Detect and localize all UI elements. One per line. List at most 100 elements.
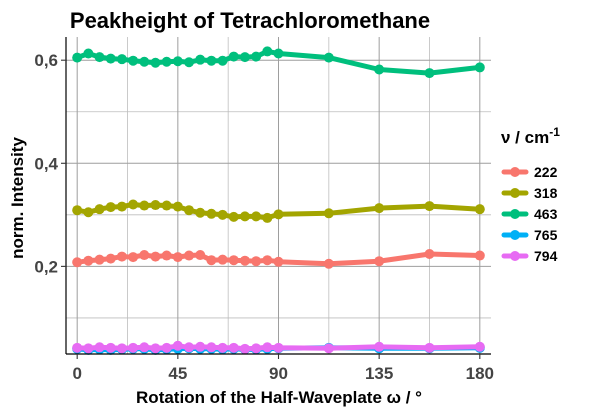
legend-label: 765: [534, 227, 558, 243]
data-point: [116, 251, 127, 262]
data-point: [262, 212, 273, 223]
data-point: [474, 204, 485, 215]
x-axis-title: Rotation of the Half-Waveplate ω / °: [136, 388, 422, 407]
legend-title: ν / cm-1: [501, 125, 560, 147]
y-tick-label: 0,6: [34, 51, 58, 70]
legend-swatch-point: [510, 251, 520, 261]
x-tick-label: 0: [72, 364, 81, 383]
data-point: [72, 52, 83, 63]
data-point: [184, 250, 195, 261]
data-point: [172, 252, 183, 263]
data-point: [128, 199, 139, 210]
data-point: [206, 208, 217, 219]
data-point: [424, 249, 435, 260]
data-point: [94, 254, 105, 265]
data-point: [206, 255, 217, 266]
data-point: [206, 55, 217, 66]
data-point: [195, 341, 206, 352]
data-point: [323, 208, 334, 219]
legend-swatch-point: [510, 209, 520, 219]
data-point: [83, 343, 94, 354]
data-point: [195, 207, 206, 218]
data-point: [105, 202, 116, 213]
data-point: [239, 52, 250, 63]
series-463: [72, 46, 485, 79]
data-point: [83, 48, 94, 59]
data-point: [161, 56, 172, 67]
legend-item-222: 222: [501, 164, 558, 180]
series-318: [72, 199, 485, 223]
y-tick-label: 0,2: [34, 257, 58, 276]
legend-label: 794: [534, 248, 558, 264]
data-point: [195, 54, 206, 65]
data-point: [273, 209, 284, 220]
data-point: [116, 54, 127, 65]
data-point: [262, 46, 273, 57]
data-point: [251, 211, 262, 222]
data-point: [262, 342, 273, 353]
data-point: [206, 342, 217, 353]
axes: 0 45 90 135 180 0,2 0,4 0,6: [34, 37, 494, 383]
data-point: [184, 205, 195, 216]
data-point: [116, 343, 127, 354]
legend-item-765: 765: [501, 227, 558, 243]
series-222: [72, 249, 485, 269]
x-tick-label: 90: [269, 364, 288, 383]
legend-swatch-point: [510, 230, 520, 240]
data-point: [474, 250, 485, 261]
data-point: [228, 211, 239, 222]
legend-title-superscript: -1: [549, 125, 560, 139]
data-point: [323, 52, 334, 63]
data-point: [228, 342, 239, 353]
legend-label: 463: [534, 206, 558, 222]
legend-label: 222: [534, 164, 558, 180]
data-point: [94, 342, 105, 353]
data-point: [161, 342, 172, 353]
data-point: [474, 341, 485, 352]
data-point: [374, 64, 385, 75]
data-point: [239, 211, 250, 222]
data-point: [239, 343, 250, 354]
data-point: [105, 253, 116, 264]
series-794: [72, 340, 485, 354]
data-point: [273, 256, 284, 267]
data-point: [139, 56, 150, 67]
data-point: [217, 55, 228, 66]
x-tick-label: 135: [365, 364, 393, 383]
data-point: [139, 200, 150, 211]
series-layer: [72, 46, 485, 355]
data-point: [228, 255, 239, 266]
data-point: [374, 203, 385, 214]
x-tick-label: 180: [466, 364, 494, 383]
data-point: [94, 52, 105, 63]
data-point: [424, 342, 435, 353]
data-point: [228, 51, 239, 62]
legend: ν / cm-1 222 318 463 765 794: [501, 125, 560, 264]
data-point: [323, 258, 334, 269]
data-point: [217, 209, 228, 220]
x-tick-label: 45: [168, 364, 187, 383]
data-point: [150, 200, 161, 211]
legend-item-463: 463: [501, 206, 558, 222]
legend-swatch-point: [510, 167, 520, 177]
data-point: [83, 207, 94, 218]
legend-item-794: 794: [501, 248, 558, 264]
data-point: [251, 256, 262, 267]
data-point: [217, 254, 228, 265]
data-point: [172, 201, 183, 212]
data-point: [273, 48, 284, 59]
data-point: [172, 56, 183, 67]
data-point: [273, 342, 284, 353]
data-point: [239, 255, 250, 266]
data-point: [94, 204, 105, 215]
data-point: [150, 57, 161, 68]
data-point: [72, 257, 83, 268]
y-axis-title: norm. Intensity: [8, 137, 27, 259]
legend-title-main: ν / cm: [501, 128, 549, 147]
data-point: [184, 342, 195, 353]
data-point: [105, 342, 116, 353]
data-point: [424, 68, 435, 79]
legend-swatch-point: [510, 188, 520, 198]
data-point: [150, 343, 161, 354]
